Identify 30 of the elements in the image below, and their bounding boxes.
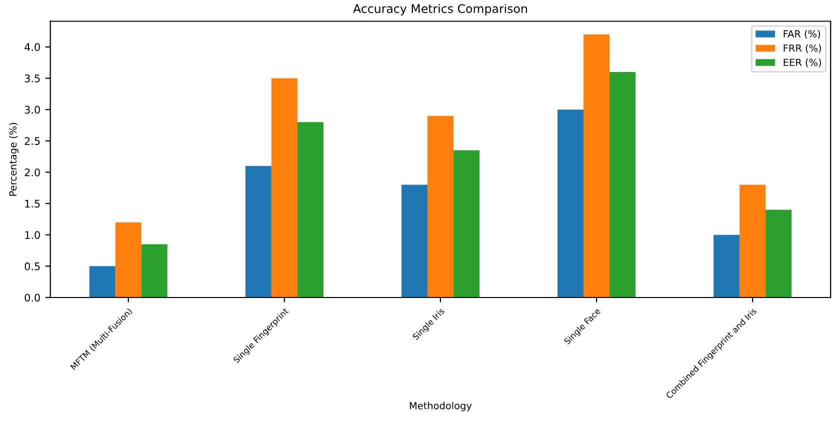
y-tick-label: 1.5	[25, 200, 40, 208]
y-tick-label: 4.0	[24, 43, 40, 52]
bar	[297, 122, 324, 298]
bar	[141, 244, 168, 298]
y-axis-title: Percentage (%)	[9, 122, 18, 196]
bar	[245, 166, 272, 298]
bar	[115, 222, 142, 298]
bar	[271, 78, 298, 298]
legend-label: EER (%)	[784, 58, 821, 68]
bar	[740, 184, 766, 298]
bar	[427, 116, 454, 298]
bar	[766, 210, 792, 298]
y-tick-label: 0.0	[24, 294, 40, 302]
y-tick-label: 0.5	[24, 262, 40, 270]
y-tick-label: 2.5	[24, 137, 40, 145]
bar	[610, 72, 636, 298]
y-tick-label: 2.0	[24, 168, 40, 176]
y-tick-label: 3.5	[24, 74, 40, 82]
y-tick-label: 1.0	[25, 231, 40, 239]
bar	[584, 34, 610, 298]
bar	[89, 266, 116, 298]
legend-label: FRR (%)	[784, 44, 822, 53]
bar	[558, 110, 584, 298]
legend-label: FAR (%)	[784, 30, 820, 39]
bar	[401, 184, 428, 298]
bar	[453, 150, 480, 298]
x-axis-title: Methodology	[410, 402, 472, 412]
bar	[714, 234, 740, 298]
y-tick-label: 3.0	[24, 106, 40, 114]
chart-title: Accuracy Metrics Comparison	[353, 4, 527, 16]
